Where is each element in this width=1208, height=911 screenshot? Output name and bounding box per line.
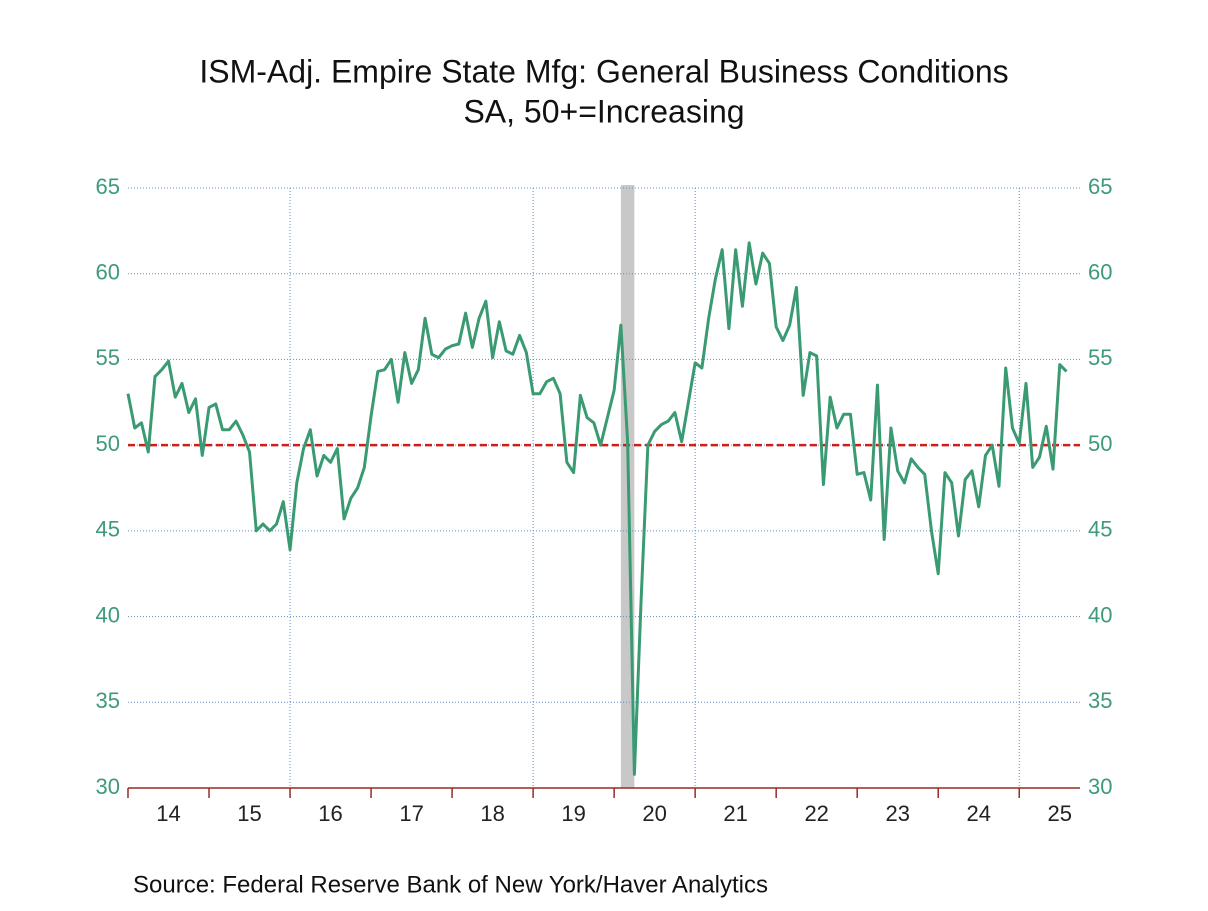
y-tick-label: 35 xyxy=(96,688,120,713)
y2-tick-label: 35 xyxy=(1088,688,1112,713)
y2-tick-label: 65 xyxy=(1088,174,1112,199)
x-tick-label: 16 xyxy=(318,801,342,826)
data-line xyxy=(126,241,1068,776)
chart-subtitle: SA, 50+=Increasing xyxy=(463,93,744,129)
chart-title: ISM-Adj. Empire State Mfg: General Busin… xyxy=(199,53,1008,89)
x-tick-label: 14 xyxy=(156,801,180,826)
source-note: Source: Federal Reserve Bank of New York… xyxy=(133,871,768,898)
x-tick-label: 20 xyxy=(642,801,666,826)
y-tick-label: 60 xyxy=(96,260,120,285)
y-tick-label: 45 xyxy=(96,517,120,542)
y2-tick-label: 50 xyxy=(1088,431,1112,456)
y-tick-label: 30 xyxy=(96,774,120,799)
x-tick-label: 15 xyxy=(237,801,261,826)
x-tick-label: 19 xyxy=(561,801,585,826)
y-tick-label: 40 xyxy=(96,602,120,627)
y2-tick-label: 45 xyxy=(1088,517,1112,542)
y2-tick-label: 60 xyxy=(1088,260,1112,285)
x-tick-label: 17 xyxy=(399,801,423,826)
x-tick-label: 24 xyxy=(966,801,990,826)
x-tick-label: 25 xyxy=(1048,801,1072,826)
x-tick-label: 23 xyxy=(885,801,909,826)
y2-tick-label: 55 xyxy=(1088,345,1112,370)
y-tick-label: 50 xyxy=(96,431,120,456)
x-tick-label: 21 xyxy=(723,801,747,826)
x-tick-label: 18 xyxy=(480,801,504,826)
x-tick-label: 22 xyxy=(804,801,828,826)
y-tick-label: 55 xyxy=(96,345,120,370)
y2-tick-label: 30 xyxy=(1088,774,1112,799)
y2-tick-label: 40 xyxy=(1088,602,1112,627)
y-tick-label: 65 xyxy=(96,174,120,199)
